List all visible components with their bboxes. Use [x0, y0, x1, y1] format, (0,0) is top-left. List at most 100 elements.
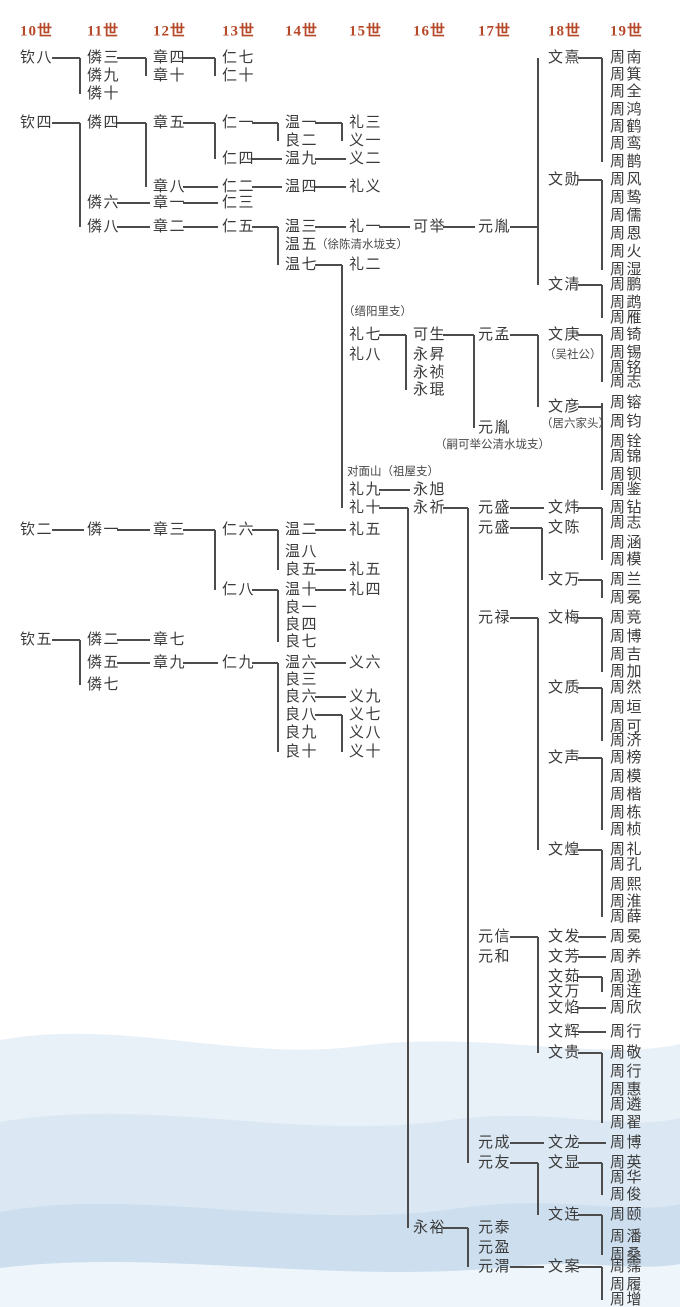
tree-node: 元盛 [478, 520, 512, 536]
tree-node: 周湿 [610, 262, 644, 278]
tree-node: 文芳 [548, 949, 582, 965]
tree-node: 周全 [610, 84, 644, 100]
tree-node: 周履 [610, 1277, 644, 1293]
tree-node: 周吉 [610, 647, 644, 663]
tree-node: 文质 [548, 680, 582, 696]
tree-node: 周博 [610, 1135, 644, 1151]
tree-node: 元禄 [478, 610, 512, 626]
tree-node: 周加 [610, 664, 644, 680]
tree-node: 仁八 [222, 582, 256, 598]
tree-node: 周然 [610, 680, 644, 696]
tree-node: 周颐 [610, 1207, 644, 1223]
tree-node: 周鹤 [610, 119, 644, 135]
tree-node: 周冕 [610, 929, 644, 945]
tree-node: 元友 [478, 1155, 512, 1171]
tree-node: 周钻 [610, 500, 644, 516]
tree-node: 僯三 [87, 50, 121, 66]
generation-header: 14世 [285, 23, 319, 40]
tree-node: 礼七 [349, 327, 383, 343]
generation-header: 11世 [87, 23, 120, 40]
tree-node: 周行 [610, 1024, 644, 1040]
tree-node: 僯六 [87, 195, 121, 211]
tree-node: 良八 [285, 707, 319, 723]
tree-node: 章十 [153, 68, 187, 84]
branch-note: （徐陈清水垅支） [316, 239, 408, 251]
tree-node: 文清 [548, 277, 582, 293]
generation-header: 10世 [20, 23, 54, 40]
tree-node: 周鹏 [610, 277, 644, 293]
tree-node: 周翟 [610, 1115, 644, 1131]
tree-node: 周潘 [610, 1229, 644, 1245]
tree-node: 良六 [285, 689, 319, 705]
tree-node: 周欣 [610, 1000, 644, 1016]
tree-node: 良二 [285, 133, 319, 149]
tree-node: 文煌 [548, 842, 582, 858]
tree-node: 周遴 [610, 1097, 644, 1113]
tree-node: 周俊 [610, 1187, 644, 1203]
tree-node: 周养 [610, 949, 644, 965]
tree-node: 温六 [285, 655, 319, 671]
tree-node: 章四 [153, 50, 187, 66]
tree-node: 仁六 [222, 522, 256, 538]
tree-node: 礼十 [349, 500, 383, 516]
tree-node: 良九 [285, 725, 319, 741]
tree-node: 元成 [478, 1135, 512, 1151]
tree-node: 周栋 [610, 805, 644, 821]
generation-header: 16世 [413, 23, 447, 40]
tree-node: 周志 [610, 374, 644, 390]
generation-header: 12世 [153, 23, 187, 40]
tree-node: 周惠 [610, 1082, 644, 1098]
tree-node: 仁九 [222, 655, 256, 671]
tree-node: 良七 [285, 634, 319, 650]
tree-node: 周博 [610, 629, 644, 645]
tree-node: 元信 [478, 929, 512, 945]
tree-node: 义六 [349, 655, 383, 671]
tree-node: 文发 [548, 929, 582, 945]
tree-node: 良四 [285, 617, 319, 633]
tree-node: 钦八 [20, 50, 54, 66]
tree-node: 章七 [153, 632, 187, 648]
tree-node: 周孔 [610, 857, 644, 873]
tree-node: 永旭 [413, 482, 447, 498]
tree-node: 良十 [285, 744, 319, 760]
tree-node: 义一 [349, 133, 383, 149]
tree-node: 可生 [413, 327, 447, 343]
tree-node: 周逊 [610, 969, 644, 985]
tree-node: 温五 [285, 237, 319, 253]
tree-node: 周华 [610, 1170, 644, 1186]
tree-node: 文显 [548, 1155, 582, 1171]
tree-node: 仁一 [222, 115, 256, 131]
tree-node: 周锦 [610, 449, 644, 465]
tree-node: 永琨 [413, 382, 447, 398]
tree-node: 义二 [349, 151, 383, 167]
tree-node: 周垣 [610, 700, 644, 716]
tree-node: 温八 [285, 544, 319, 560]
tree-node: 周熙 [610, 877, 644, 893]
tree-node: 周鸿 [610, 102, 644, 118]
tree-node: 礼九 [349, 482, 383, 498]
tree-node: 元盛 [478, 500, 512, 516]
tree-node: 周锡 [610, 345, 644, 361]
tree-node: 周模 [610, 552, 644, 568]
tree-node: 礼四 [349, 582, 383, 598]
tree-node: 周鹊 [610, 154, 644, 170]
tree-node: 周风 [610, 172, 644, 188]
tree-node: 章八 [153, 179, 187, 195]
generation-header: 18世 [548, 23, 582, 40]
tree-node: 周雁 [610, 310, 644, 326]
tree-node: 元胤 [478, 420, 512, 436]
tree-node: 周兰 [610, 572, 644, 588]
tree-node: 文茹 [548, 969, 582, 985]
tree-node: 文龙 [548, 1135, 582, 1151]
tree-node: 文勋 [548, 172, 582, 188]
tree-node: 周榜 [610, 750, 644, 766]
tree-node: 良三 [285, 672, 319, 688]
tree-node: 礼二 [349, 257, 383, 273]
tree-node: 文万 [548, 984, 582, 1000]
tree-node: 周薛 [610, 909, 644, 925]
tree-node: 文贵 [548, 1045, 582, 1061]
tree-node: 礼义 [349, 179, 383, 195]
wave-shape-foam [0, 1261, 680, 1307]
